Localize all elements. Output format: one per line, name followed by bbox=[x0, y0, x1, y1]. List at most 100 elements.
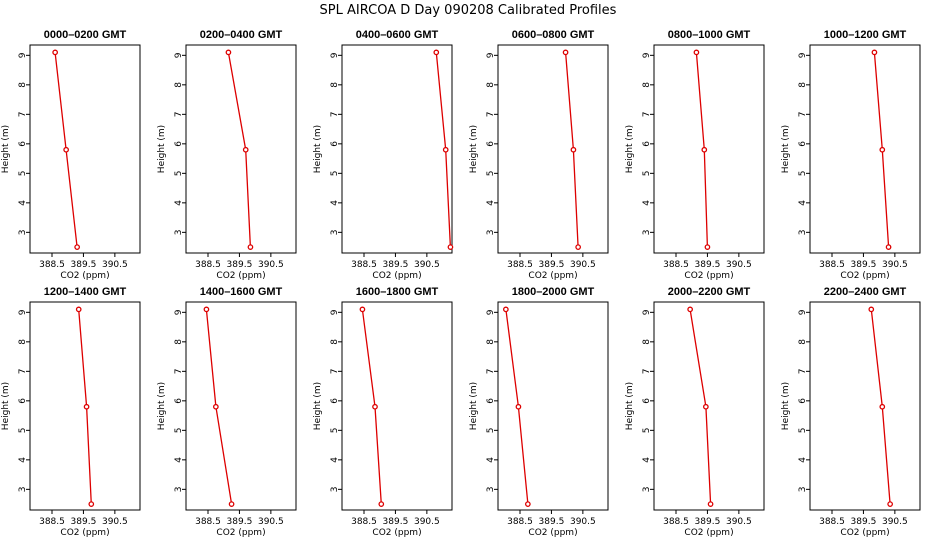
x-tick-label: 389.5 bbox=[539, 517, 565, 527]
y-axis-label: Height (m) bbox=[469, 125, 479, 173]
data-point bbox=[203, 306, 210, 313]
y-tick-label: 7 bbox=[486, 368, 496, 374]
data-point bbox=[83, 403, 90, 410]
y-tick-label: 8 bbox=[330, 82, 340, 88]
data-point bbox=[442, 146, 449, 153]
plot-frame bbox=[341, 301, 453, 511]
x-tick-label: 390.5 bbox=[882, 517, 908, 527]
x-tick-label: 389.5 bbox=[539, 260, 565, 270]
panel-title: 1800–2000 GMT bbox=[512, 286, 595, 298]
profile-line bbox=[361, 309, 382, 505]
y-tick-label: 9 bbox=[798, 309, 808, 315]
panel-title: 1000–1200 GMT bbox=[824, 29, 907, 41]
y-tick-label: 3 bbox=[798, 229, 808, 235]
y-tick-label: 4 bbox=[330, 200, 340, 206]
data-point bbox=[63, 146, 69, 153]
figure-title: SPL AIRCOA D Day 090208 Calibrated Profi… bbox=[320, 3, 617, 18]
y-tick-label: 7 bbox=[174, 111, 184, 117]
y-tick-label: 9 bbox=[174, 309, 184, 315]
y-tick-label: 9 bbox=[330, 52, 340, 58]
y-tick-label: 8 bbox=[330, 339, 340, 345]
y-tick-label: 3 bbox=[330, 486, 340, 492]
x-tick-label: 388.5 bbox=[663, 260, 689, 270]
plot-frame bbox=[29, 44, 141, 254]
y-tick-label: 6 bbox=[330, 141, 340, 147]
x-tick-label: 390.5 bbox=[414, 517, 440, 527]
data-point bbox=[707, 501, 714, 507]
x-tick-label: 389.5 bbox=[383, 260, 409, 270]
data-point bbox=[704, 244, 711, 250]
panel: 0600–0800 GMT 388.5 389.5 390.5 3 4 5 6 7 8 9 CO2 (… bbox=[469, 29, 609, 281]
y-tick-label: 6 bbox=[642, 398, 652, 404]
panel-title: 0200–0400 GMT bbox=[200, 29, 283, 41]
y-axis-label: Height (m) bbox=[157, 125, 167, 173]
y-axis-label: Height (m) bbox=[781, 125, 791, 173]
y-tick-label: 5 bbox=[18, 170, 28, 176]
x-tick-label: 389.5 bbox=[71, 517, 97, 527]
x-tick-label: 390.5 bbox=[726, 260, 752, 270]
panel-title: 1400–1600 GMT bbox=[200, 286, 283, 298]
y-tick-label: 3 bbox=[486, 486, 496, 492]
panel: 1000–1200 GMT 388.5 389.5 390.5 3 4 5 6 7 8 9 CO2 (… bbox=[781, 29, 921, 281]
x-tick-label: 389.5 bbox=[851, 517, 877, 527]
plot-frame bbox=[809, 301, 921, 511]
y-tick-label: 8 bbox=[18, 339, 28, 345]
y-tick-label: 5 bbox=[642, 427, 652, 433]
data-point bbox=[242, 146, 249, 153]
y-tick-label: 8 bbox=[18, 82, 28, 88]
panel-title: 2000–2200 GMT bbox=[668, 286, 751, 298]
y-tick-label: 8 bbox=[798, 339, 808, 345]
data-point bbox=[247, 244, 254, 250]
x-axis-label: CO2 (ppm) bbox=[528, 528, 577, 538]
panel: 2200–2400 GMT 388.5 389.5 390.5 3 4 5 6 7 8 9 CO2 (… bbox=[781, 286, 921, 538]
data-point bbox=[879, 146, 886, 153]
y-tick-label: 6 bbox=[642, 141, 652, 147]
panel-title: 0600–0800 GMT bbox=[512, 29, 595, 41]
y-tick-label: 4 bbox=[798, 200, 808, 206]
plot-frame bbox=[497, 301, 609, 511]
y-tick-label: 4 bbox=[798, 457, 808, 463]
y-tick-label: 6 bbox=[798, 398, 808, 404]
y-tick-label: 4 bbox=[642, 457, 652, 463]
y-tick-label: 5 bbox=[174, 427, 184, 433]
x-tick-label: 390.5 bbox=[258, 517, 284, 527]
x-tick-label: 388.5 bbox=[819, 517, 845, 527]
x-tick-label: 388.5 bbox=[195, 260, 221, 270]
y-tick-label: 3 bbox=[486, 229, 496, 235]
x-tick-label: 390.5 bbox=[258, 260, 284, 270]
data-point bbox=[228, 501, 235, 507]
data-point bbox=[525, 501, 531, 507]
panel: 1200–1400 GMT 388.5 389.5 390.5 3 4 5 6 7 8 9 CO2 (… bbox=[1, 286, 141, 538]
y-tick-label: 4 bbox=[330, 457, 340, 463]
y-tick-label: 5 bbox=[642, 170, 652, 176]
data-point bbox=[433, 49, 440, 56]
y-tick-label: 5 bbox=[486, 427, 496, 433]
y-axis-label: Height (m) bbox=[625, 382, 635, 430]
y-tick-label: 4 bbox=[18, 457, 28, 463]
y-tick-label: 4 bbox=[174, 200, 184, 206]
x-tick-label: 388.5 bbox=[39, 260, 65, 270]
y-tick-label: 9 bbox=[174, 52, 184, 58]
y-axis-label: Height (m) bbox=[781, 382, 791, 430]
data-point bbox=[562, 49, 569, 56]
y-tick-label: 9 bbox=[486, 52, 496, 58]
y-tick-label: 5 bbox=[174, 170, 184, 176]
data-point bbox=[693, 49, 700, 56]
x-tick-label: 390.5 bbox=[102, 260, 128, 270]
y-tick-label: 6 bbox=[330, 398, 340, 404]
x-tick-label: 388.5 bbox=[351, 260, 377, 270]
x-tick-label: 390.5 bbox=[882, 260, 908, 270]
data-point bbox=[447, 244, 454, 250]
data-point bbox=[885, 244, 892, 250]
data-point bbox=[372, 403, 378, 410]
data-point bbox=[868, 306, 875, 313]
plot-frame bbox=[497, 44, 609, 254]
y-tick-label: 9 bbox=[486, 309, 496, 315]
y-axis-label: Height (m) bbox=[313, 125, 323, 173]
data-point bbox=[703, 403, 709, 410]
y-tick-label: 5 bbox=[18, 427, 28, 433]
data-point bbox=[75, 306, 82, 313]
x-tick-label: 389.5 bbox=[71, 260, 97, 270]
data-point bbox=[887, 501, 893, 507]
panel: 1400–1600 GMT 388.5 389.5 390.5 3 4 5 6 7 8 9 CO2 (… bbox=[157, 286, 297, 538]
